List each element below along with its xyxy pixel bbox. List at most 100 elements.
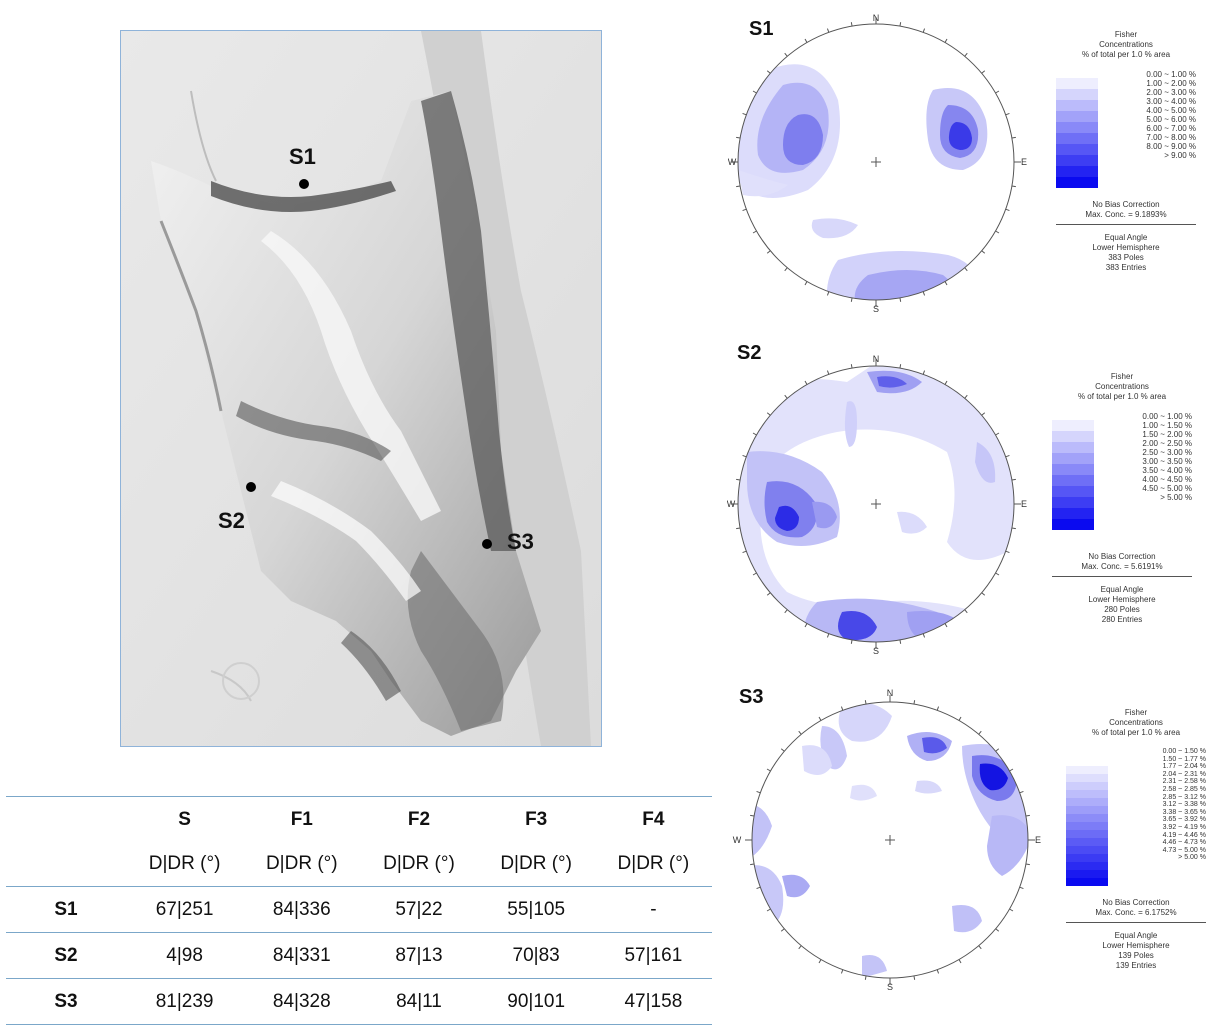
legend-heading: Fisher Concentrations % of total per 1.0… <box>1056 30 1196 60</box>
poles-text: 383 Poles <box>1108 253 1144 262</box>
contour-cluster-west <box>738 64 840 198</box>
relief-map-drawing: S1 S2 S3 <box>121 31 601 746</box>
unit-cell: D|DR (°) <box>126 842 244 887</box>
tick-mark <box>899 639 902 644</box>
table-cell: 90|101 <box>477 978 595 1025</box>
legend-swatch <box>1056 111 1098 122</box>
tick-mark <box>864 975 867 980</box>
tick-mark <box>750 863 755 866</box>
legend-range-label: 2.00 ~ 3.00 % <box>1146 88 1196 97</box>
tick-mark <box>766 768 771 772</box>
legend-s3: Fisher Concentrations % of total per 1.0… <box>1066 708 1206 971</box>
tick-mark <box>913 700 916 705</box>
tick-mark <box>964 267 968 272</box>
legend-swatch <box>1066 862 1108 870</box>
tick-mark <box>899 364 902 369</box>
legend-heading: Fisher Concentrations % of total per 1.0… <box>1052 372 1192 402</box>
tick-mark <box>1011 527 1016 530</box>
legend-swatch <box>1052 486 1094 497</box>
tick-mark <box>850 639 853 644</box>
table-header-row: S F1 F2 F3 F4 <box>6 796 712 842</box>
bias-text: No Bias Correction <box>1088 552 1156 561</box>
table-cell: 55|105 <box>477 886 595 933</box>
site-marker-s2 <box>246 482 256 492</box>
legend-s1: Fisher Concentrations % of total per 1.0… <box>1056 30 1196 273</box>
legend-range-label: 1.00 ~ 2.00 % <box>1146 79 1196 88</box>
tick-mark <box>826 28 830 33</box>
tick-mark <box>804 380 808 385</box>
unit-cell: D|DR (°) <box>243 842 361 887</box>
legend-range-label: 0.00 ~ 1.50 % <box>1162 748 1206 755</box>
west-label: W <box>727 499 736 509</box>
contour-cluster-east <box>926 88 988 170</box>
tick-mark <box>899 297 902 302</box>
tick-mark <box>899 22 902 27</box>
tick-mark <box>922 370 926 375</box>
tick-mark <box>981 250 986 254</box>
tick-mark <box>864 700 867 705</box>
legend-swatch <box>1066 846 1108 854</box>
legend-range-label: 3.00 ~ 4.00 % <box>1146 97 1196 106</box>
tick-mark <box>1011 136 1016 139</box>
north-label: N <box>873 354 880 364</box>
legend-labels: 0.00 ~ 1.50 % 1.50 ~ 1.77 % 1.77 ~ 2.04 % 2… <box>1116 748 1206 862</box>
tick-mark <box>784 267 788 272</box>
tick-mark <box>766 412 771 416</box>
tick-mark <box>784 609 788 614</box>
table-row: S2 4|98 84|331 87|13 70|83 57|161 <box>6 932 712 979</box>
shaded-relief-map: S1 S2 S3 <box>120 30 602 747</box>
tick-mark <box>742 454 747 458</box>
unit-cell: D|DR (°) <box>477 842 595 887</box>
table-cell: - <box>594 886 712 933</box>
max-conc-text: Max. Conc. = 9.1893% <box>1085 210 1167 219</box>
tick-mark <box>936 969 940 974</box>
legend-range-label: 5.00 ~ 6.00 % <box>1146 115 1196 124</box>
legend-labels: 0.00 ~ 1.00 % 1.00 ~ 1.50 % 1.50 ~ 2.00 % 2… <box>1102 412 1192 502</box>
tick-mark <box>1009 768 1014 772</box>
legend-range-label: 2.04 ~ 2.31 % <box>1162 770 1206 778</box>
tick-mark <box>922 633 926 638</box>
stereonet-ticks <box>731 17 1021 307</box>
tick-mark <box>958 959 962 964</box>
legend-heading-line: Fisher <box>1124 708 1148 717</box>
legend-range-label: 3.00 ~ 3.50 % <box>1142 457 1192 466</box>
max-conc-text: Max. Conc. = 6.1752% <box>1095 908 1177 917</box>
east-label: E <box>1021 499 1027 509</box>
table-row: S1 67|251 84|336 57|22 55|105 - <box>6 886 712 933</box>
legend-range-label: > 9.00 % <box>1164 151 1196 160</box>
tick-mark <box>1019 886 1024 890</box>
west-label: W <box>733 835 742 845</box>
legend-swatch <box>1066 854 1108 862</box>
legend-range-label: 3.50 ~ 4.00 % <box>1142 466 1192 475</box>
legend-heading-line: % of total per 1.0 % area <box>1081 50 1171 59</box>
south-label: S <box>887 982 893 992</box>
max-conc-text: Max. Conc. = 5.6191% <box>1081 562 1163 571</box>
east-label: E <box>1021 157 1027 167</box>
legend-range-label: 2.31 ~ 2.58 % <box>1162 778 1206 786</box>
legend-heading-line: % of total per 1.0 % area <box>1077 392 1167 401</box>
legend-range-label: 4.73 ~ 5.00 % <box>1162 846 1206 854</box>
legend-scale: 0.00 ~ 1.00 % 1.00 ~ 2.00 % 2.00 ~ 3.00 % 3… <box>1056 70 1196 190</box>
legend-swatch <box>1052 497 1094 508</box>
legend-swatch <box>1056 155 1098 166</box>
table-cell: 70|83 <box>477 932 595 979</box>
legend-heading-line: Concentrations <box>1099 40 1153 49</box>
tick-mark <box>798 945 802 950</box>
tick-mark <box>1019 790 1024 794</box>
tick-mark <box>766 250 771 254</box>
legend-projection: Equal Angle Lower Hemisphere 280 Poles 2… <box>1052 585 1192 625</box>
legend-swatch <box>1052 464 1094 475</box>
legend-color-bar <box>1066 766 1108 886</box>
tick-mark <box>981 70 986 74</box>
legend-scale: 0.00 ~ 1.50 % 1.50 ~ 1.77 % 1.77 ~ 2.04 % 2… <box>1066 748 1206 888</box>
row-label: S1 <box>6 886 126 933</box>
legend-range-label: 3.38 ~ 3.65 % <box>1162 808 1206 816</box>
legend-range-label: 4.19 ~ 4.46 % <box>1162 831 1206 839</box>
row-label: S2 <box>6 932 126 979</box>
legend-color-bar <box>1056 78 1098 188</box>
site-label-s3: S3 <box>507 529 534 554</box>
stereonet-s2: N S E W <box>727 354 1027 656</box>
legend-range-label: 4.50 ~ 5.00 % <box>1142 484 1192 493</box>
tick-mark <box>850 22 853 27</box>
legend-bias: No Bias Correction Max. Conc. = 5.6191% <box>1052 552 1192 577</box>
